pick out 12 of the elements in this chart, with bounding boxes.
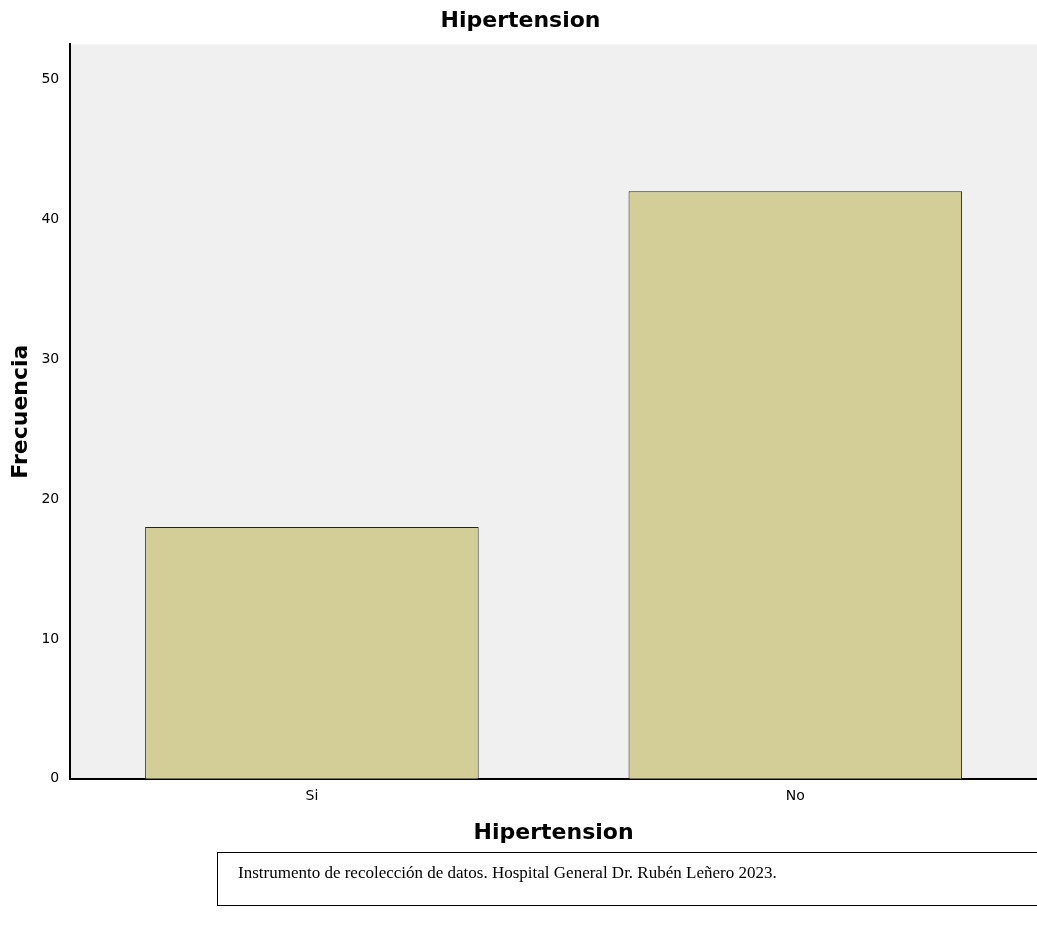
- text: Instrumento de recolección de datos. Hospital General Dr. Rubén Leñero 2023.: [217, 852, 1037, 906]
- y-tick-label: 20: [41, 489, 60, 506]
- y-tick-label: 30: [41, 349, 60, 366]
- y-tick-label: 10: [41, 629, 60, 646]
- y-tick-label: 0: [50, 769, 60, 786]
- chart-title: Hipertension: [440, 6, 601, 32]
- x-tick-label: Si: [305, 786, 319, 803]
- y-tick-label: 40: [41, 209, 60, 226]
- x-axis-title: Hipertension: [473, 818, 634, 844]
- y-axis-title: Frecuencia: [6, 344, 32, 479]
- y-tick-label: 50: [41, 70, 60, 87]
- x-tick-label: No: [785, 786, 805, 803]
